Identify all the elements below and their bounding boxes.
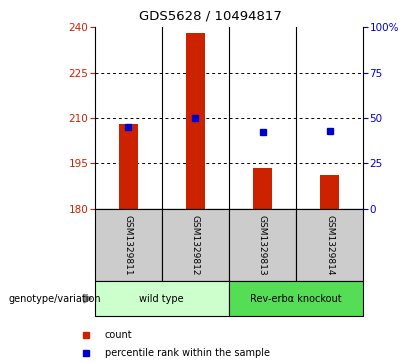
- Text: GDS5628 / 10494817: GDS5628 / 10494817: [139, 9, 281, 22]
- Bar: [253, 168, 272, 209]
- Text: GSM1329811: GSM1329811: [123, 215, 133, 276]
- Text: count: count: [105, 330, 132, 340]
- Text: GSM1329813: GSM1329813: [258, 215, 267, 276]
- Polygon shape: [84, 294, 92, 303]
- Bar: [320, 175, 339, 209]
- Bar: [94, 281, 229, 316]
- Bar: [94, 209, 162, 281]
- Bar: [229, 209, 296, 281]
- Bar: [229, 281, 363, 316]
- Text: GSM1329814: GSM1329814: [325, 215, 334, 275]
- Text: percentile rank within the sample: percentile rank within the sample: [105, 348, 270, 358]
- Bar: [296, 209, 363, 281]
- Text: GSM1329812: GSM1329812: [191, 215, 200, 275]
- Bar: [119, 124, 137, 209]
- Bar: [162, 209, 229, 281]
- Text: Rev-erbα knockout: Rev-erbα knockout: [250, 294, 342, 303]
- Text: wild type: wild type: [139, 294, 184, 303]
- Bar: [186, 33, 205, 209]
- Text: genotype/variation: genotype/variation: [8, 294, 101, 303]
